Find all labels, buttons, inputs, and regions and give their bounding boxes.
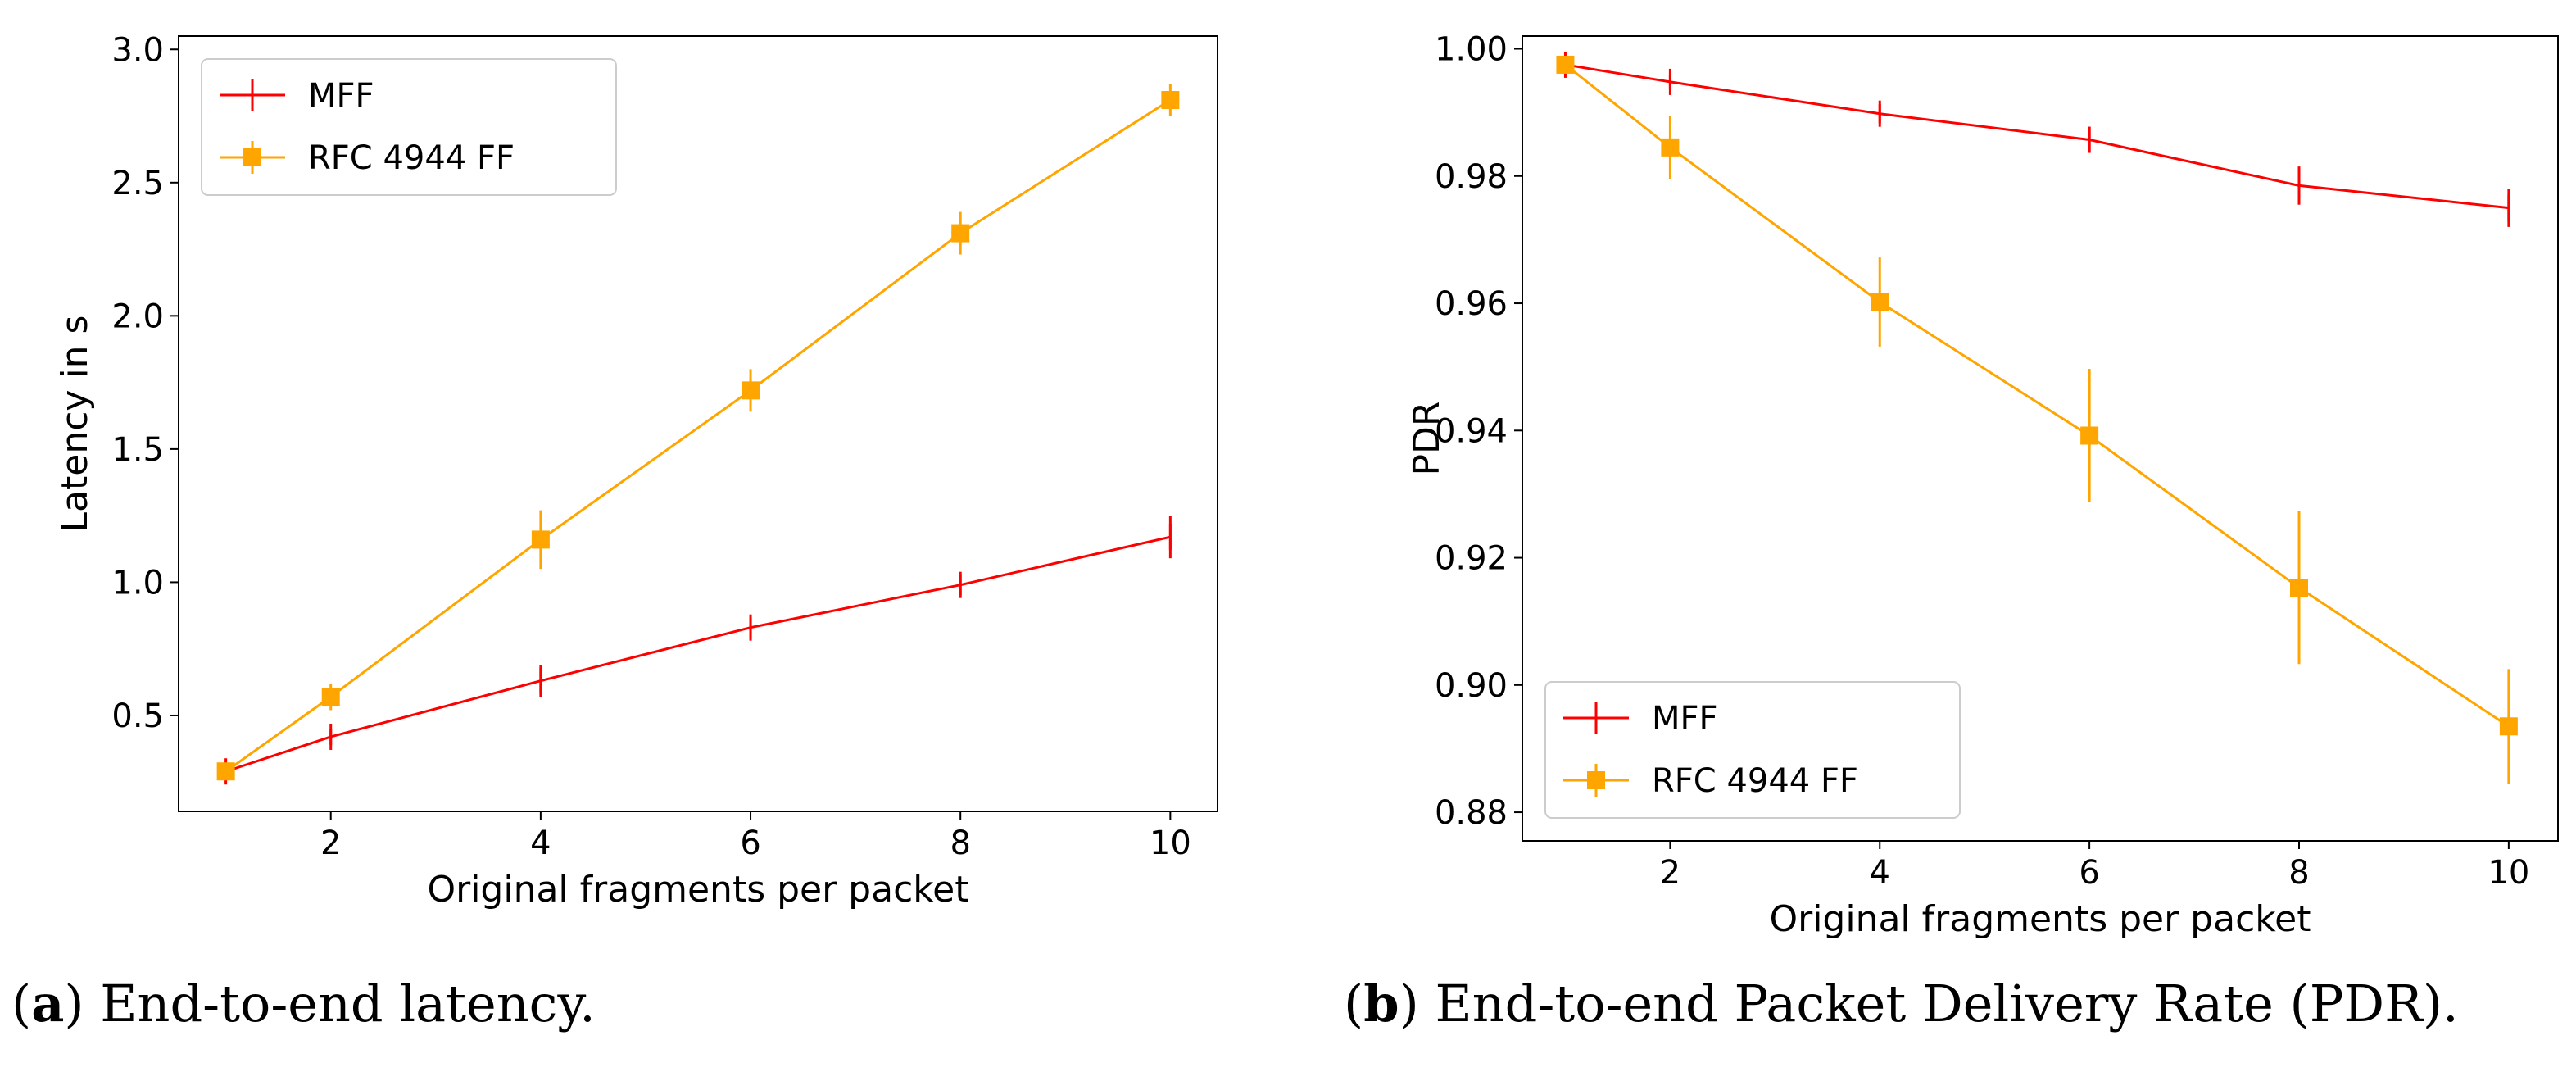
y-tick-label: 1.5: [111, 431, 164, 469]
y-tick-label: 0.90: [1435, 667, 1508, 705]
series-line: [224, 98, 1172, 773]
marker: [951, 224, 970, 243]
x-tick-label: 4: [1870, 854, 1890, 892]
y-tick-label: 1.00: [1435, 31, 1508, 69]
marker: [531, 530, 550, 549]
marker: [1661, 138, 1680, 157]
y-tick-label: 3.0: [111, 31, 164, 69]
x-axis-label: Original fragments per packet: [427, 869, 968, 911]
legend-label: RFC 4944 FF: [1652, 762, 1858, 800]
marker: [2499, 717, 2518, 736]
y-tick-label: 0.92: [1435, 540, 1508, 578]
x-tick-label: 6: [740, 824, 760, 862]
marker: [1871, 293, 1889, 311]
legend-box: [201, 58, 617, 196]
caption-part: b: [1363, 974, 1399, 1033]
y-tick-label: 0.98: [1435, 158, 1508, 196]
x-tick-label: 8: [2288, 854, 2309, 892]
marker: [216, 762, 235, 781]
x-tick-label: 2: [1660, 854, 1680, 892]
y-tick-label: 2.5: [111, 165, 164, 202]
y-axis-label: PDR: [1406, 402, 1448, 476]
plot-frame: [1522, 35, 2559, 842]
legend-label: MFF: [1652, 700, 1718, 738]
chart: 2 4 6 8 10 0.88 0.90 0.92 0.94 0.96 0.98 1.00 Origin…: [1344, 31, 2559, 1033]
legend-box: [1544, 681, 1961, 819]
y-tick-label: 0.88: [1435, 794, 1508, 832]
marker: [321, 688, 340, 706]
x-tick-label: 10: [1150, 824, 1191, 862]
caption: (a) End-to-end latency.: [11, 974, 596, 1033]
y-axis-label: Latency in s: [54, 316, 96, 533]
y-tick-label: 0.5: [111, 697, 164, 735]
legend-label: RFC 4944 FF: [308, 139, 515, 177]
y-tick-label: 2.0: [111, 298, 164, 335]
chart: 2 4 6 8 10 0.5 1.0 1.5 2.0 2.5 3.0 Original fragmen…: [11, 31, 1218, 1033]
series-line: [1564, 63, 2510, 728]
x-tick-label: 4: [530, 824, 551, 862]
caption-part: ) End-to-end latency.: [64, 974, 596, 1033]
caption-part: (: [11, 974, 31, 1033]
y-tick-label: 0.94: [1435, 412, 1508, 450]
series-line: [225, 535, 1171, 773]
caption-part: a: [31, 974, 64, 1033]
y-tick-label: 1.0: [111, 564, 164, 602]
plot-frame: [178, 35, 1218, 812]
marker: [1161, 91, 1180, 110]
series-line: [1565, 63, 2510, 210]
marker: [1556, 55, 1575, 74]
marker: [2080, 426, 2099, 445]
legend-label: MFF: [308, 77, 374, 115]
marker: [742, 381, 760, 400]
x-tick-label: 2: [320, 824, 341, 862]
x-tick-label: 8: [950, 824, 970, 862]
caption-part: ) End-to-end Packet Delivery Rate (PDR).: [1399, 974, 2459, 1033]
caption: (b) End-to-end Packet Delivery Rate (PDR…: [1344, 974, 2459, 1033]
x-tick-label: 6: [2079, 854, 2099, 892]
x-tick-label: 10: [2488, 854, 2529, 892]
x-axis-label: Original fragments per packet: [1769, 898, 2311, 940]
marker: [2290, 579, 2308, 597]
caption-part: (: [1344, 974, 1363, 1033]
y-tick-label: 0.96: [1435, 285, 1508, 323]
